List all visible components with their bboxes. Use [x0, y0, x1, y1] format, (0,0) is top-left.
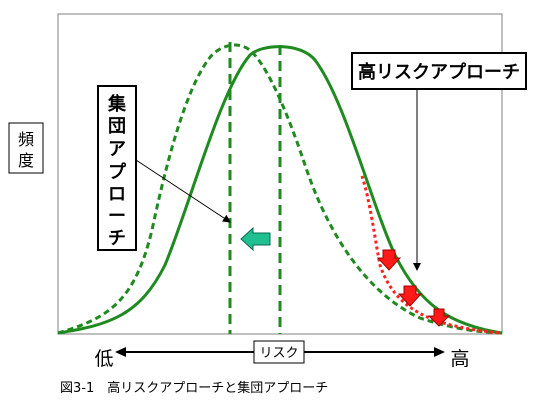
high-label: 高	[450, 348, 469, 370]
population-label-box	[97, 85, 137, 251]
population-label-char: プ	[108, 161, 127, 183]
high-risk-label: 高リスクアプローチ	[358, 61, 520, 83]
down-arrow-icon	[397, 285, 423, 307]
population-label-char: ロ	[108, 184, 126, 205]
low-label: 低	[94, 348, 113, 370]
population-label-char: 集	[107, 93, 127, 115]
population-label-char: ー	[108, 206, 126, 227]
high-risk-label-box	[351, 52, 527, 90]
risk-label: リスク	[259, 346, 298, 361]
risk-label-box	[253, 340, 305, 364]
ylabel-char: 度	[18, 151, 34, 170]
population-label: 集 団 ア プ ロ ー チ	[107, 93, 127, 249]
left-arrow-icon	[240, 226, 271, 252]
down-arrow-icon	[427, 308, 451, 327]
risk-axis-left-head	[115, 347, 126, 357]
down-arrow-icon	[376, 249, 402, 271]
population-label-char: チ	[108, 228, 126, 249]
population-label-char: 団	[108, 116, 126, 137]
original-distribution-curve	[57, 43, 503, 335]
risk-axis-right-head	[434, 347, 445, 357]
high-risk-reduced-curve	[360, 175, 501, 335]
figure-caption: 図3-1 高リスクアプローチと集団アプローチ	[60, 380, 328, 396]
ylabel-char: 頻	[18, 130, 34, 149]
population-label-char: ア	[108, 139, 126, 160]
population-leader-line	[135, 159, 231, 223]
ylabel-box	[8, 122, 44, 174]
